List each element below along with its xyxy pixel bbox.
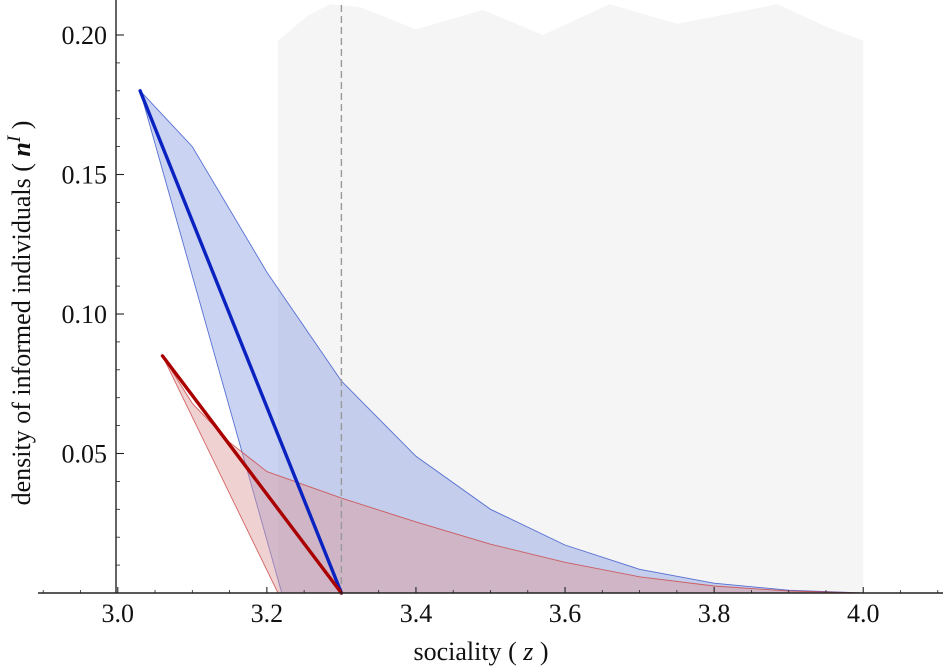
x-tick-label: 3.4 — [400, 599, 433, 628]
background-band — [278, 4, 864, 594]
x-tick-label: 4.0 — [847, 599, 880, 628]
y-axis-title-close-paren: ) — [7, 121, 36, 136]
x-axis-title: sociality ( z ) — [413, 637, 548, 666]
y-tick-label: 0.05 — [62, 440, 108, 469]
y-axis-title-text: density of informed individuals — [7, 178, 36, 505]
x-tick-label: 3.8 — [698, 599, 731, 628]
x-axis-title-var: z — [522, 637, 533, 666]
x-tick-label: 3.2 — [251, 599, 284, 628]
x-tick-label: 3.6 — [549, 599, 582, 628]
y-axis-title-open-paren: ( — [7, 157, 36, 179]
y-axis-title-var: n — [7, 142, 36, 156]
x-axis-title-open-paren: ( — [502, 637, 524, 666]
y-axis-title: density of informed individuals ( nI ) — [4, 121, 36, 506]
y-tick-label: 0.10 — [62, 300, 108, 329]
y-tick-label: 0.20 — [62, 21, 108, 50]
line-blue — [138, 89, 344, 595]
x-axis-title-text: sociality — [413, 637, 501, 666]
y-tick-label: 0.15 — [62, 161, 108, 190]
x-axis-title-close-paren: ) — [533, 637, 548, 666]
x-tick-label: 3.0 — [102, 599, 135, 628]
y-axis-title-sup: I — [4, 134, 25, 143]
line-red — [160, 354, 344, 595]
